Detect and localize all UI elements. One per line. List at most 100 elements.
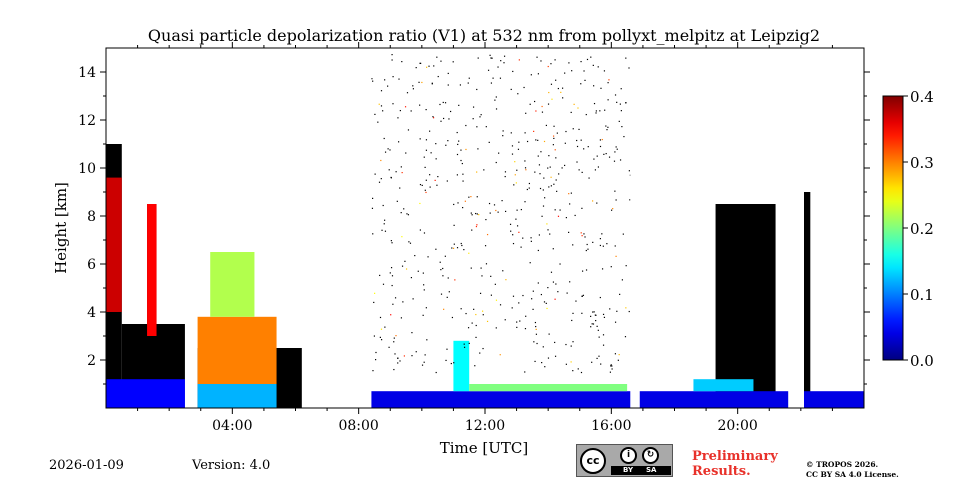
cc-license-badge: cc i ↻ BY SA <box>576 444 673 477</box>
noise-pixel <box>556 190 558 192</box>
noise-pixel <box>486 233 489 236</box>
noise-pixel <box>537 73 539 75</box>
copyright-line-1: © TROPOS 2026. <box>806 460 879 469</box>
date-label: 2026-01-09 <box>49 458 124 473</box>
noise-pixel <box>524 328 527 330</box>
noise-pixel <box>514 174 516 176</box>
noise-pixel <box>577 368 579 370</box>
depol-block <box>106 379 185 408</box>
noise-pixel <box>580 371 583 374</box>
signal-region <box>715 204 776 408</box>
noise-pixel <box>382 110 384 112</box>
noise-pixel <box>391 284 393 287</box>
noise-pixel <box>570 192 572 194</box>
noise-pixel <box>541 215 543 217</box>
noise-pixel <box>425 179 427 181</box>
noise-pixel <box>392 103 394 105</box>
noise-pixel <box>616 148 618 150</box>
noise-pixel <box>565 130 567 133</box>
noise-pixel <box>412 88 414 90</box>
chart-title: Quasi particle depolarization ratio (V1)… <box>148 26 820 45</box>
noise-pixel <box>535 110 537 112</box>
noise-pixel <box>523 86 525 89</box>
noise-pixel <box>456 247 459 249</box>
noise-pixel <box>525 315 527 317</box>
noise-pixel <box>546 307 548 310</box>
noise-pixel <box>565 217 567 219</box>
noise-pixel <box>500 60 502 62</box>
noise-pixel <box>481 275 483 277</box>
noise-pixel <box>446 296 448 298</box>
colorbar-bar <box>882 95 904 361</box>
noise-pixel <box>623 135 625 138</box>
noise-pixel <box>540 60 542 62</box>
noise-pixel <box>554 298 556 300</box>
noise-pixel <box>425 191 427 194</box>
copyright-note: © TROPOS 2026. CC BY SA 4.0 License. <box>806 460 899 480</box>
noise-pixel <box>462 173 464 175</box>
noise-pixel <box>628 67 630 69</box>
noise-pixel <box>440 293 443 295</box>
noise-pixel <box>580 60 582 63</box>
noise-pixel <box>555 157 557 159</box>
noise-pixel <box>452 61 454 63</box>
noise-pixel <box>372 197 374 199</box>
noise-pixel <box>541 105 543 108</box>
x-tick-label: 12:00 <box>465 418 505 434</box>
noise-pixel <box>552 135 555 137</box>
depol-block <box>197 384 277 408</box>
noise-pixel <box>419 202 421 205</box>
noise-pixel <box>421 81 423 84</box>
noise-pixel <box>499 77 502 79</box>
noise-pixel <box>570 345 572 347</box>
noise-pixel <box>422 314 424 316</box>
noise-pixel <box>430 152 432 154</box>
noise-pixel <box>394 353 396 355</box>
noise-pixel <box>555 283 557 285</box>
noise-pixel <box>607 99 609 101</box>
colorbar-tick-label: 0.2 <box>910 220 934 238</box>
noise-pixel <box>538 164 541 166</box>
sa-label: SA <box>646 466 657 474</box>
noise-pixel <box>476 88 478 91</box>
noise-pixel <box>532 308 534 310</box>
noise-pixel <box>610 364 612 366</box>
noise-pixel <box>374 173 376 175</box>
noise-pixel <box>557 291 559 293</box>
noise-pixel <box>457 202 459 204</box>
noise-pixel <box>417 270 419 272</box>
noise-pixel <box>565 343 567 346</box>
noise-pixel <box>479 292 482 294</box>
noise-pixel <box>542 346 544 348</box>
noise-pixel <box>475 324 477 327</box>
noise-pixel <box>543 301 546 303</box>
noise-pixel <box>529 262 531 264</box>
noise-pixel <box>537 282 539 284</box>
noise-pixel <box>475 313 477 316</box>
noise-pixel <box>525 169 527 171</box>
noise-pixel <box>468 196 470 198</box>
noise-pixel <box>412 298 414 300</box>
noise-pixel <box>619 103 621 105</box>
noise-pixel <box>378 103 380 105</box>
noise-pixel <box>592 323 595 325</box>
noise-pixel <box>590 315 592 317</box>
noise-pixel <box>435 158 437 160</box>
noise-pixel <box>395 171 397 173</box>
noise-pixel <box>476 196 478 198</box>
noise-pixel <box>571 70 573 72</box>
noise-pixel <box>477 148 479 150</box>
noise-pixel <box>378 181 381 183</box>
noise-pixel <box>394 297 397 299</box>
noise-pixel <box>406 213 408 215</box>
noise-pixel <box>612 208 614 210</box>
noise-pixel <box>528 182 531 185</box>
noise-pixel <box>597 329 599 331</box>
noise-pixel <box>403 208 405 210</box>
data-gap <box>184 48 195 408</box>
noise-pixel <box>453 203 455 206</box>
x-tick-label: 04:00 <box>212 418 252 434</box>
noise-pixel <box>497 211 499 213</box>
noise-pixel <box>411 332 413 334</box>
noise-pixel <box>440 120 442 122</box>
